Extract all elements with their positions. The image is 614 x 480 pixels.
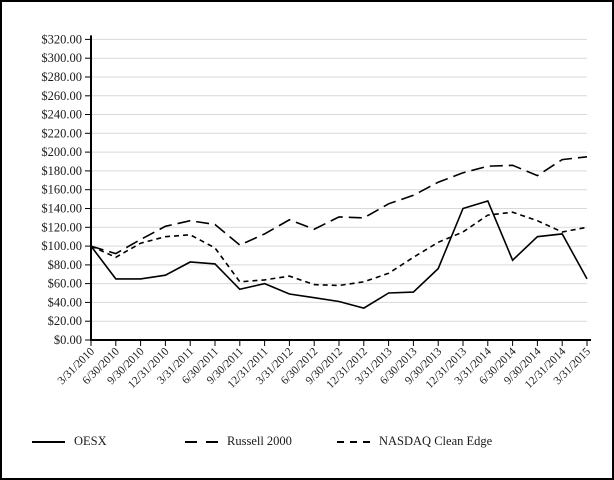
y-tick-label: $120.00: [41, 220, 82, 234]
legend-line-solid-icon: [32, 440, 65, 443]
y-tick-label: $20.00: [48, 314, 82, 328]
y-tick-label: $160.00: [41, 183, 82, 197]
series-line-oesx: [90, 200, 588, 309]
legend-label-nasdaq-clean-edge: NASDAQ Clean Edge: [379, 434, 493, 448]
y-tick-label: $180.00: [41, 164, 82, 178]
y-tick-label: $40.00: [48, 295, 82, 309]
y-tick-label: $60.00: [48, 277, 82, 291]
legend-label-russell-2000: Russell 2000: [227, 434, 292, 448]
legend-item-russell-2000: Russell 2000: [185, 434, 292, 449]
series-line-nasdaq-clean-edge: [90, 211, 588, 287]
legend-item-nasdaq-clean-edge: NASDAQ Clean Edge: [337, 434, 492, 449]
performance-line-chart: $0.00 $20.00 $40.00 $60.00 $80.00 $100.00 $120…: [41, 32, 593, 391]
y-tick-label: $200.00: [41, 145, 82, 159]
legend-line-long-dash-icon: [185, 440, 218, 443]
y-tick-label: $240.00: [41, 108, 82, 122]
y-tick-label: $280.00: [41, 70, 82, 84]
y-tick-label: $100.00: [41, 239, 82, 253]
y-tick-label: $320.00: [41, 32, 82, 46]
series-line-russell-2000: [90, 156, 588, 255]
legend-line-short-dash-icon: [337, 440, 370, 443]
y-tick-label: $220.00: [41, 126, 82, 140]
y-tick-label: $260.00: [41, 89, 82, 103]
y-tick-label: $0.00: [54, 333, 82, 347]
legend-item-oesx: OESX: [32, 434, 107, 449]
legend-label-oesx: OESX: [74, 434, 107, 448]
y-tick-label: $140.00: [41, 202, 82, 216]
y-tick-label: $80.00: [48, 258, 82, 272]
y-tick-label: $300.00: [41, 51, 82, 65]
